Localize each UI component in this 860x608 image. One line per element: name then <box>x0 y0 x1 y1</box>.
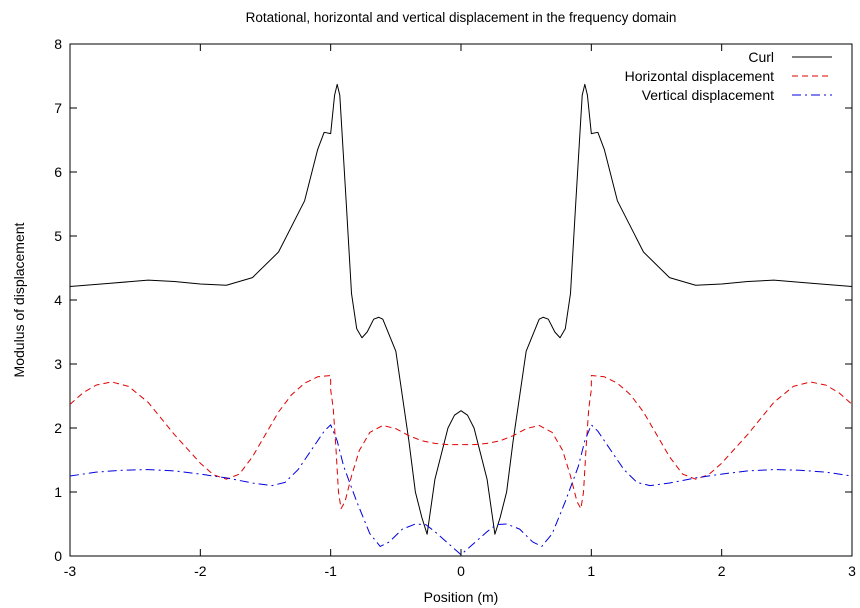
y-tick-label: 5 <box>54 228 62 244</box>
x-tick-label: 3 <box>848 563 856 579</box>
x-tick-label: 0 <box>457 563 465 579</box>
chart-title: Rotational, horizontal and vertical disp… <box>246 10 677 25</box>
y-tick-label: 8 <box>54 36 62 52</box>
axis-ticks: -3 -2 -1 0 1 2 3 0 1 2 3 4 5 6 7 8 <box>54 36 856 579</box>
plot-frame <box>69 43 853 557</box>
y-axis-title: Modulus of displacement <box>11 222 27 377</box>
y-tick-label: 6 <box>54 164 62 180</box>
legend-label-0: Curl <box>748 49 774 65</box>
y-tick-label: 7 <box>54 100 62 116</box>
series-line-1 <box>69 375 853 510</box>
y-tick-label: 4 <box>54 292 62 308</box>
x-tick-label: -1 <box>324 563 337 579</box>
x-tick-label: 2 <box>718 563 726 579</box>
y-tick-label: 0 <box>54 548 62 564</box>
legend-label-1: Horizontal displacement <box>625 68 775 84</box>
x-tick-label: 1 <box>587 563 595 579</box>
y-tick-label: 2 <box>54 420 62 436</box>
series-line-0 <box>69 83 853 535</box>
plot-area <box>69 43 853 557</box>
y-tick-label: 1 <box>54 484 62 500</box>
x-tick-label: -2 <box>194 563 207 579</box>
legend: Curl Horizontal displacement Vertical disp… <box>625 49 832 103</box>
x-tick-label: -3 <box>64 563 77 579</box>
legend-label-2: Vertical displacement <box>642 87 774 103</box>
series-line-2 <box>69 424 853 556</box>
x-axis-title: Position (m) <box>424 589 499 605</box>
y-tick-label: 3 <box>54 356 62 372</box>
